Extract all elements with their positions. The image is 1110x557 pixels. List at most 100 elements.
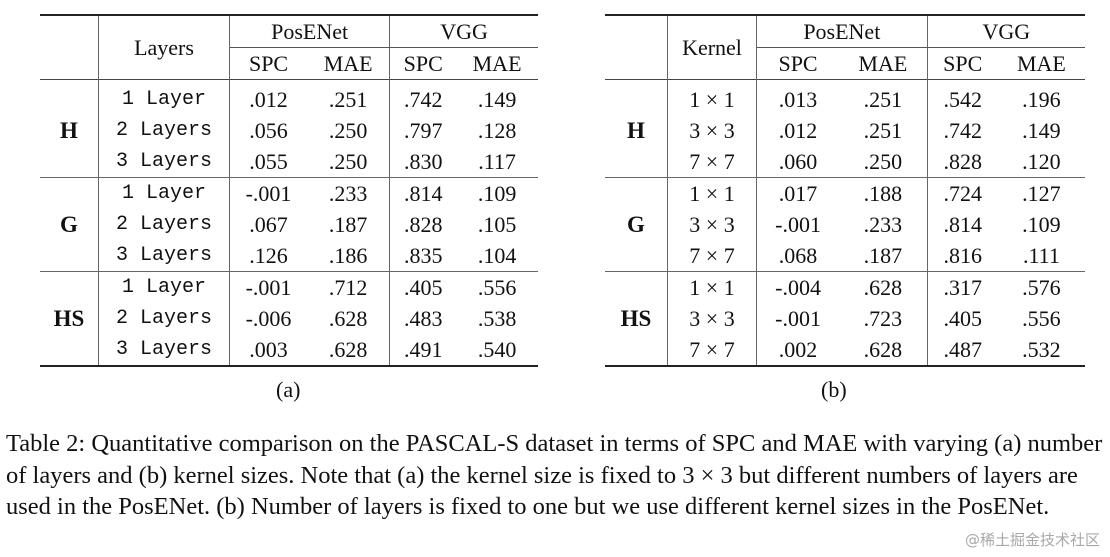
model-header-vgg: VGG: [927, 15, 1085, 48]
vgg-mae-cell: .538: [477, 306, 517, 331]
table-row: HS 1 × 1 -.004.628.317.576: [605, 271, 1085, 366]
model-header-posenet: PosENet: [229, 15, 391, 48]
posenet-mae-cell: .233: [839, 209, 928, 240]
vgg-mae-cell: .556: [1022, 306, 1061, 331]
table-row: 3 × 3 -.001 .233 .814 .109: [605, 209, 1085, 240]
vgg-spc-cell: .835: [403, 243, 443, 268]
posenet-spc-cell: .012: [778, 118, 818, 143]
group-header-blank: [40, 15, 99, 80]
metric-header: MAE: [472, 51, 522, 76]
posenet-spc-cell: .056: [249, 118, 288, 143]
group-label: H: [40, 84, 99, 178]
vgg-mae-cell: .149: [477, 87, 517, 112]
posenet-mae-cell: .187: [307, 209, 391, 240]
posenet-spc-cell: -.001: [775, 212, 821, 237]
table-a-layers: Layers PosENet VGG SPC MAE SPC MAE H 1 La…: [40, 14, 538, 367]
posenet-mae-cell: .628: [307, 303, 391, 334]
group-label: HS: [40, 271, 99, 366]
posenet-spc-cell: .067: [249, 212, 288, 237]
posenet-spc-cell: .003: [249, 337, 288, 362]
setting-cell: 3 × 3: [667, 209, 757, 240]
vgg-spc-cell: .828: [943, 149, 982, 174]
posenet-mae-cell: .250: [307, 115, 391, 146]
posenet-mae-cell: .628: [839, 334, 928, 366]
vgg-spc-cell: .724: [927, 177, 998, 209]
vgg-spc-cell: .542: [943, 87, 982, 112]
posenet-mae-cell: .723: [839, 303, 928, 334]
vgg-mae-cell: .117: [478, 149, 516, 174]
posenet-spc-cell: .055: [249, 149, 288, 174]
setting-cell: 1 × 1: [667, 84, 757, 115]
setting-cell: 7 × 7: [667, 240, 757, 272]
metric-header: MAE: [839, 47, 928, 80]
table-row: 3 Layers .055 .250 .830 .117: [40, 146, 538, 178]
model-header-vgg: VGG: [389, 15, 538, 48]
vgg-spc-cell: .814: [943, 212, 982, 237]
posenet-spc-cell: .002: [778, 337, 818, 362]
posenet-spc-cell: -.006: [245, 306, 292, 331]
posenet-spc-cell: .068: [778, 243, 818, 268]
sub-caption-a: (a): [276, 377, 301, 402]
table-row: 3 × 3 .012 .251 .742 .149: [605, 115, 1085, 146]
group-header-blank: [605, 15, 668, 80]
vgg-mae-cell: .104: [477, 243, 517, 268]
vgg-mae-cell: .149: [1022, 118, 1061, 143]
group-label: G: [40, 177, 99, 272]
sub-caption-b: (b): [821, 377, 847, 402]
table-a-header: Layers PosENet VGG SPC MAE SPC MAE: [40, 15, 538, 84]
table-row: HS 1 Layer -.001.712.405.556: [40, 271, 538, 366]
metric-header: SPC: [248, 51, 289, 76]
posenet-mae-cell: .628: [839, 271, 928, 303]
vgg-mae-cell: .109: [1022, 212, 1061, 237]
posenet-mae-cell: .233: [307, 177, 391, 209]
model-header-posenet: PosENet: [756, 15, 928, 48]
table-row: 3 × 3 -.001 .723 .405 .556: [605, 303, 1085, 334]
setting-cell: 2 Layers: [98, 209, 230, 240]
posenet-mae-cell: .251: [839, 84, 928, 115]
setting-cell: 1 Layer: [98, 271, 230, 303]
vgg-spc-cell: .742: [403, 87, 443, 112]
setting-cell: 1 × 1: [667, 271, 757, 303]
table-row: 7 × 7 .068 .187 .816 .111: [605, 240, 1085, 272]
table-row: 2 Layers .056 .250 .797 .128: [40, 115, 538, 146]
posenet-spc-cell: .012: [249, 87, 288, 112]
vgg-spc-cell: .816: [943, 243, 982, 268]
posenet-mae-cell: .712: [307, 271, 391, 303]
posenet-spc-cell: .017: [756, 177, 840, 209]
posenet-mae-cell: .250: [307, 146, 391, 178]
row-header: Layers: [98, 15, 230, 80]
vgg-spc-cell: .405: [943, 306, 982, 331]
setting-cell: 7 × 7: [667, 146, 757, 178]
setting-cell: 3 × 3: [667, 303, 757, 334]
vgg-mae-cell: .109: [456, 177, 538, 209]
setting-cell: 3 Layers: [98, 240, 230, 272]
table-row: 7 × 7 .002 .628 .487 .532: [605, 334, 1085, 366]
posenet-mae-cell: .188: [839, 177, 928, 209]
vgg-spc-cell: .830: [403, 149, 443, 174]
posenet-spc-cell: -.004: [756, 271, 840, 303]
posenet-spc-cell: -.001: [775, 306, 821, 331]
posenet-mae-cell: .628: [307, 334, 391, 366]
vgg-mae-cell: .576: [997, 271, 1085, 303]
vgg-spc-cell: .317: [927, 271, 998, 303]
posenet-spc-cell: .060: [778, 149, 818, 174]
metric-header: MAE: [1016, 51, 1066, 76]
group-label: HS: [605, 271, 668, 366]
posenet-spc-cell: -.001: [229, 177, 308, 209]
vgg-mae-cell: .111: [1022, 243, 1060, 268]
table-row: 2 Layers .067 .187 .828 .105: [40, 209, 538, 240]
table-b-header: Kernel PosENet VGG SPC MAE SPC MAE: [605, 15, 1085, 84]
table-row: 7 × 7 .060 .250 .828 .120: [605, 146, 1085, 178]
vgg-mae-cell: .196: [1022, 87, 1061, 112]
vgg-mae-cell: .120: [1022, 149, 1061, 174]
posenet-mae-cell: .187: [839, 240, 928, 272]
vgg-mae-cell: .532: [1022, 337, 1061, 362]
group-label: G: [605, 177, 668, 272]
posenet-mae-cell: .251: [839, 115, 928, 146]
setting-cell: 3 × 3: [667, 115, 757, 146]
